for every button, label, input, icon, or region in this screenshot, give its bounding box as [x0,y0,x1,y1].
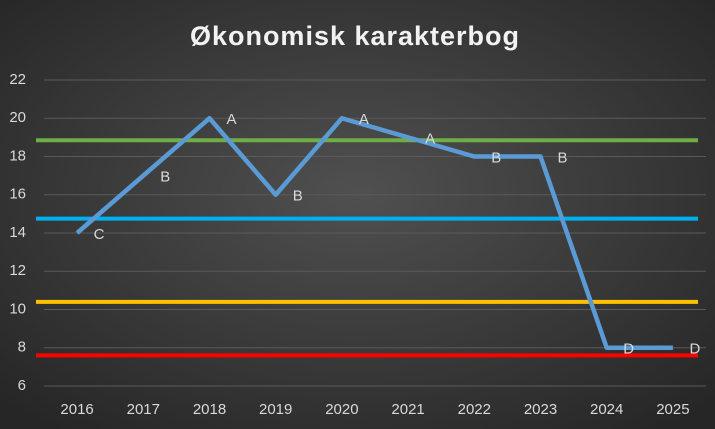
x-tick-label: 2022 [458,401,491,418]
x-tick-label: 2023 [524,401,557,418]
data-line [75,116,673,350]
point-label: A [425,130,435,147]
y-tick-label: 12 [9,262,26,279]
x-tick-label: 2024 [590,401,623,418]
point-label: A [359,111,369,128]
y-tick-label: 10 [9,300,26,317]
point-label: C [94,226,105,243]
y-tick-label: 6 [18,377,26,394]
point-label: B [160,169,170,186]
chart-title: Økonomisk karakterbog [190,21,520,51]
y-tick-label: 8 [18,339,26,356]
y-tick-label: 20 [9,109,26,126]
x-tick-label: 2025 [656,401,689,418]
x-tick-label: 2016 [60,401,93,418]
point-label: D [689,341,700,358]
y-tick-label: 22 [9,71,26,88]
y-tick-label: 16 [9,186,26,203]
x-tick-label: 2019 [259,401,292,418]
x-tick-label: 2021 [391,401,424,418]
point-label: B [491,149,501,166]
point-label: B [557,149,567,166]
y-tick-label: 18 [9,147,26,164]
x-tick-label: 2017 [127,401,160,418]
x-tick-label: 2020 [325,401,358,418]
x-tick-label: 2018 [193,401,226,418]
point-label: D [623,341,634,358]
point-label: A [226,111,236,128]
point-label: B [293,188,303,205]
y-tick-label: 14 [9,224,26,241]
